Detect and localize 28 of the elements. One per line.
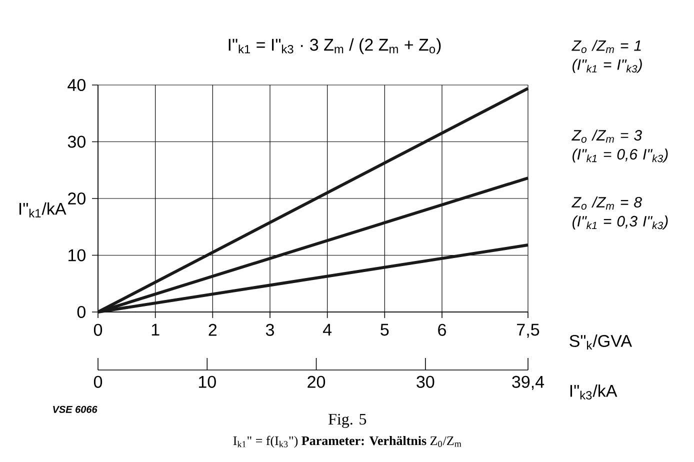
chart-title: I"$_{k1}$ = I"$_{k3}$ · 3 Z$_{m}$ / (2 Z$_{m}$ + Z$_{o}$): [228, 38, 441, 54]
text: I$_{k1}$" = f(I$_{k3}$") Parameter: Verhältnis Z$_{0}$/Z$_{m}$: [233, 436, 462, 448]
x2-tick-label: 30: [416, 376, 434, 388]
y-tick-label: 40: [68, 78, 86, 92]
x2-axis-title: I"$_{k3}$/kA: [570, 384, 618, 400]
x-tick-label: 4: [322, 324, 332, 336]
x-tick-label: 7,5: [517, 324, 540, 338]
x-tick-label: 5: [380, 324, 389, 336]
x-tick-label: 2: [208, 324, 217, 336]
y-tick-label: 30: [68, 136, 86, 148]
caption: Fig. 5: [328, 414, 366, 428]
x2-tick-label: 10: [198, 376, 216, 388]
x-tick-label: 3: [266, 324, 274, 336]
x-tick-label: 6: [438, 324, 446, 336]
text: Z$_{o}$ /Z$_{m}$ = 3 (I"$_{k1}$ = 0,6 I"$_{k3}$): [572, 130, 668, 163]
x-axis-title: S"$_{k}$/GVA: [570, 334, 632, 350]
x2-tick-label: 39,4: [512, 376, 544, 390]
y-tick-label: 10: [68, 249, 86, 262]
y-axis-title: I"$_{k1}$/kA: [19, 202, 66, 218]
x-tick-label: 1: [152, 324, 160, 336]
text: Z$_{o}$ /Z$_{m}$ = 1 (I"$_{k1}$ = I"$_{k3}$): [572, 40, 642, 73]
y-tick-label: 20: [68, 192, 86, 205]
x2-tick-label: 0: [94, 376, 102, 388]
x2-tick-label: 20: [308, 376, 326, 388]
text: Z$_{o}$ /Z$_{m}$ = 8 (I"$_{k1}$ = 0,3 I"$_{k3}$): [572, 196, 668, 230]
x-tick-label: 0: [94, 324, 102, 336]
text: VSE 6066: [53, 406, 98, 413]
y-tick-label: 0: [77, 306, 86, 318]
